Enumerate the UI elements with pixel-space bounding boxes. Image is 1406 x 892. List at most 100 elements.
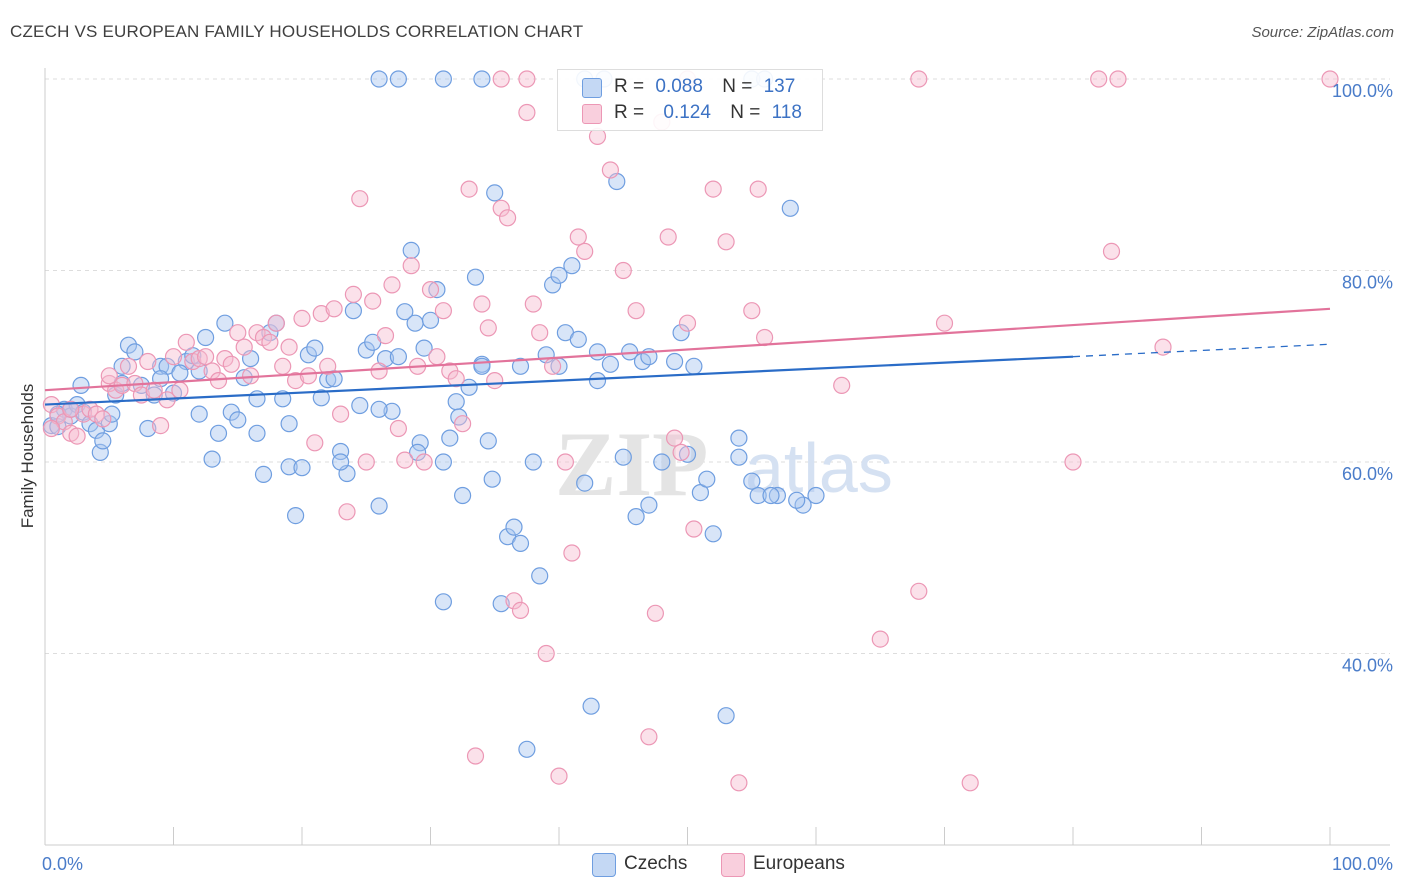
europeans-point xyxy=(659,228,677,246)
czechs-point xyxy=(332,453,350,471)
czechs-point xyxy=(434,70,452,88)
europeans-point xyxy=(492,70,510,88)
czechs-point xyxy=(486,184,504,202)
europeans-point xyxy=(601,161,620,179)
europeans-n-label: N = xyxy=(730,102,761,123)
europeans-point xyxy=(370,362,388,380)
europeans-point xyxy=(640,728,658,746)
czechs-r-label: R = xyxy=(614,76,645,97)
europeans-point xyxy=(518,70,536,88)
czechs-point xyxy=(280,415,298,433)
europeans-point xyxy=(743,302,761,320)
czechs-point xyxy=(113,357,131,375)
europeans-point xyxy=(376,327,395,345)
europeans-point xyxy=(833,376,851,394)
czechs-point xyxy=(807,486,825,505)
czechs-point xyxy=(614,448,632,466)
europeans-n-value: 118 xyxy=(771,102,802,123)
tick-labels: 40.0% 60.0% 80.0% 100.0% 0.0% 100.0% xyxy=(42,81,1393,874)
europeans-point xyxy=(543,357,562,375)
legend: Czechs Europeans xyxy=(0,852,1406,878)
czechs-point xyxy=(312,389,330,407)
europeans-point xyxy=(68,427,86,445)
europeans-point xyxy=(344,285,362,303)
europeans-point xyxy=(171,381,189,399)
europeans-point xyxy=(164,348,183,366)
europeans-point xyxy=(749,180,767,198)
europeans-trend-line xyxy=(44,307,1331,392)
europeans-point xyxy=(492,199,510,217)
czechs-point xyxy=(505,518,523,536)
y-tick-label: 100.0% xyxy=(1332,81,1393,101)
czechs-point xyxy=(203,450,221,468)
europeans-point xyxy=(332,405,350,423)
czechs-point xyxy=(524,453,542,471)
series-europeans xyxy=(42,70,1339,792)
czechs-point xyxy=(531,567,549,585)
czechs-point xyxy=(72,376,90,394)
legend-czechs-label: Czechs xyxy=(624,853,688,874)
europeans-point xyxy=(280,338,298,356)
legend-czechs-swatch xyxy=(592,853,616,877)
czechs-trend-line xyxy=(44,355,1074,406)
czechs-point xyxy=(197,328,215,347)
czechs-point xyxy=(704,525,722,543)
europeans-point xyxy=(569,228,587,246)
europeans-point xyxy=(197,348,215,366)
chart-title: CZECH VS EUROPEAN FAMILY HOUSEHOLDS CORR… xyxy=(10,22,584,41)
czechs-point xyxy=(152,357,170,375)
czechs-point xyxy=(389,348,407,366)
czechs-point xyxy=(582,697,600,715)
czechs-point xyxy=(749,486,767,505)
czechs-point xyxy=(190,405,208,423)
czechs-point xyxy=(454,486,472,505)
czechs-r-value: 0.088 xyxy=(655,76,703,97)
europeans-point xyxy=(717,233,735,251)
czechs-point xyxy=(370,70,388,88)
europeans-point xyxy=(755,328,774,347)
czechs-point xyxy=(344,302,362,320)
europeans-r-label: R = xyxy=(614,102,645,123)
europeans-point xyxy=(383,276,401,294)
czechs-point xyxy=(293,459,311,477)
czechs-point xyxy=(563,257,581,275)
europeans-point xyxy=(1064,453,1082,471)
europeans-point xyxy=(505,592,523,610)
europeans-point xyxy=(935,314,954,332)
czechs-point xyxy=(229,411,247,429)
europeans-point xyxy=(910,70,928,88)
czechs-point xyxy=(730,448,748,466)
europeans-point xyxy=(434,302,452,320)
czechs-stats-text: R = 0.088 N = 137 xyxy=(614,76,795,98)
axes xyxy=(44,68,1390,846)
czechs-point xyxy=(640,496,658,514)
czechs-point xyxy=(665,352,684,371)
europeans-point xyxy=(511,601,530,620)
europeans-point xyxy=(274,357,292,375)
europeans-point xyxy=(678,314,697,332)
watermark-zip: ZIP xyxy=(555,413,708,515)
europeans-point xyxy=(261,333,279,351)
czechs-point xyxy=(511,534,530,553)
czechs-point xyxy=(402,241,420,259)
czechs-point xyxy=(428,281,446,299)
czechs-point xyxy=(351,396,369,415)
legend-europeans-swatch xyxy=(721,853,745,877)
czechs-point xyxy=(730,429,748,447)
europeans-point xyxy=(627,302,645,320)
europeans-point xyxy=(351,190,369,208)
czechs-point xyxy=(421,311,440,329)
czechs-point xyxy=(299,346,317,364)
europeans-point xyxy=(1109,70,1127,88)
czechs-point xyxy=(383,402,401,420)
czechs-point xyxy=(569,330,587,348)
czechs-point xyxy=(216,314,234,332)
czechs-point xyxy=(781,199,799,217)
czechs-point xyxy=(306,339,324,357)
czechs-point xyxy=(370,497,388,515)
europeans-point xyxy=(267,314,285,332)
europeans-point xyxy=(42,419,61,438)
europeans-point xyxy=(550,767,568,785)
czechs-point xyxy=(543,276,562,294)
europeans-point xyxy=(415,453,433,471)
